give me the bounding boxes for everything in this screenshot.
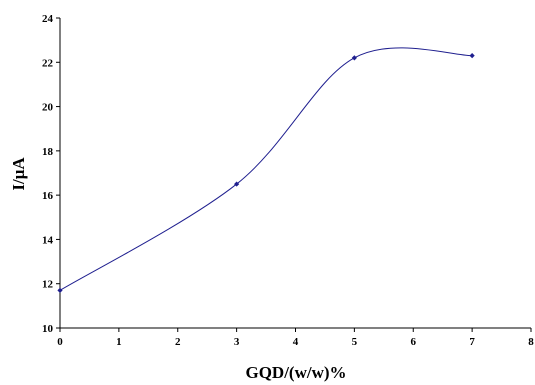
x-tick-label: 7 [469, 336, 475, 348]
data-point [57, 287, 63, 293]
y-tick-label: 16 [42, 190, 54, 202]
x-tick-label: 0 [57, 336, 63, 348]
y-axis-title: I/μA [9, 157, 28, 191]
series-line [59, 47, 473, 291]
y-tick-label: 10 [42, 323, 54, 335]
data-point [469, 53, 475, 59]
x-tick-label: 8 [528, 336, 534, 348]
x-tick-label: 3 [234, 336, 240, 348]
y-tick-label: 24 [42, 13, 54, 25]
y-tick-label: 20 [42, 102, 54, 114]
x-axis-title: GQD/(w/w)% [245, 363, 346, 382]
data-point [234, 181, 240, 187]
y-tick-label: 12 [42, 279, 54, 291]
x-tick-label: 5 [352, 336, 358, 348]
x-tick-label: 1 [116, 336, 122, 348]
y-tick-label: 22 [42, 57, 54, 69]
x-tick-label: 6 [411, 336, 417, 348]
x-tick-label: 2 [175, 336, 181, 348]
y-tick-label: 14 [42, 234, 54, 246]
x-tick-label: 4 [293, 336, 299, 348]
data-point [351, 55, 357, 61]
y-tick-label: 18 [42, 146, 54, 158]
